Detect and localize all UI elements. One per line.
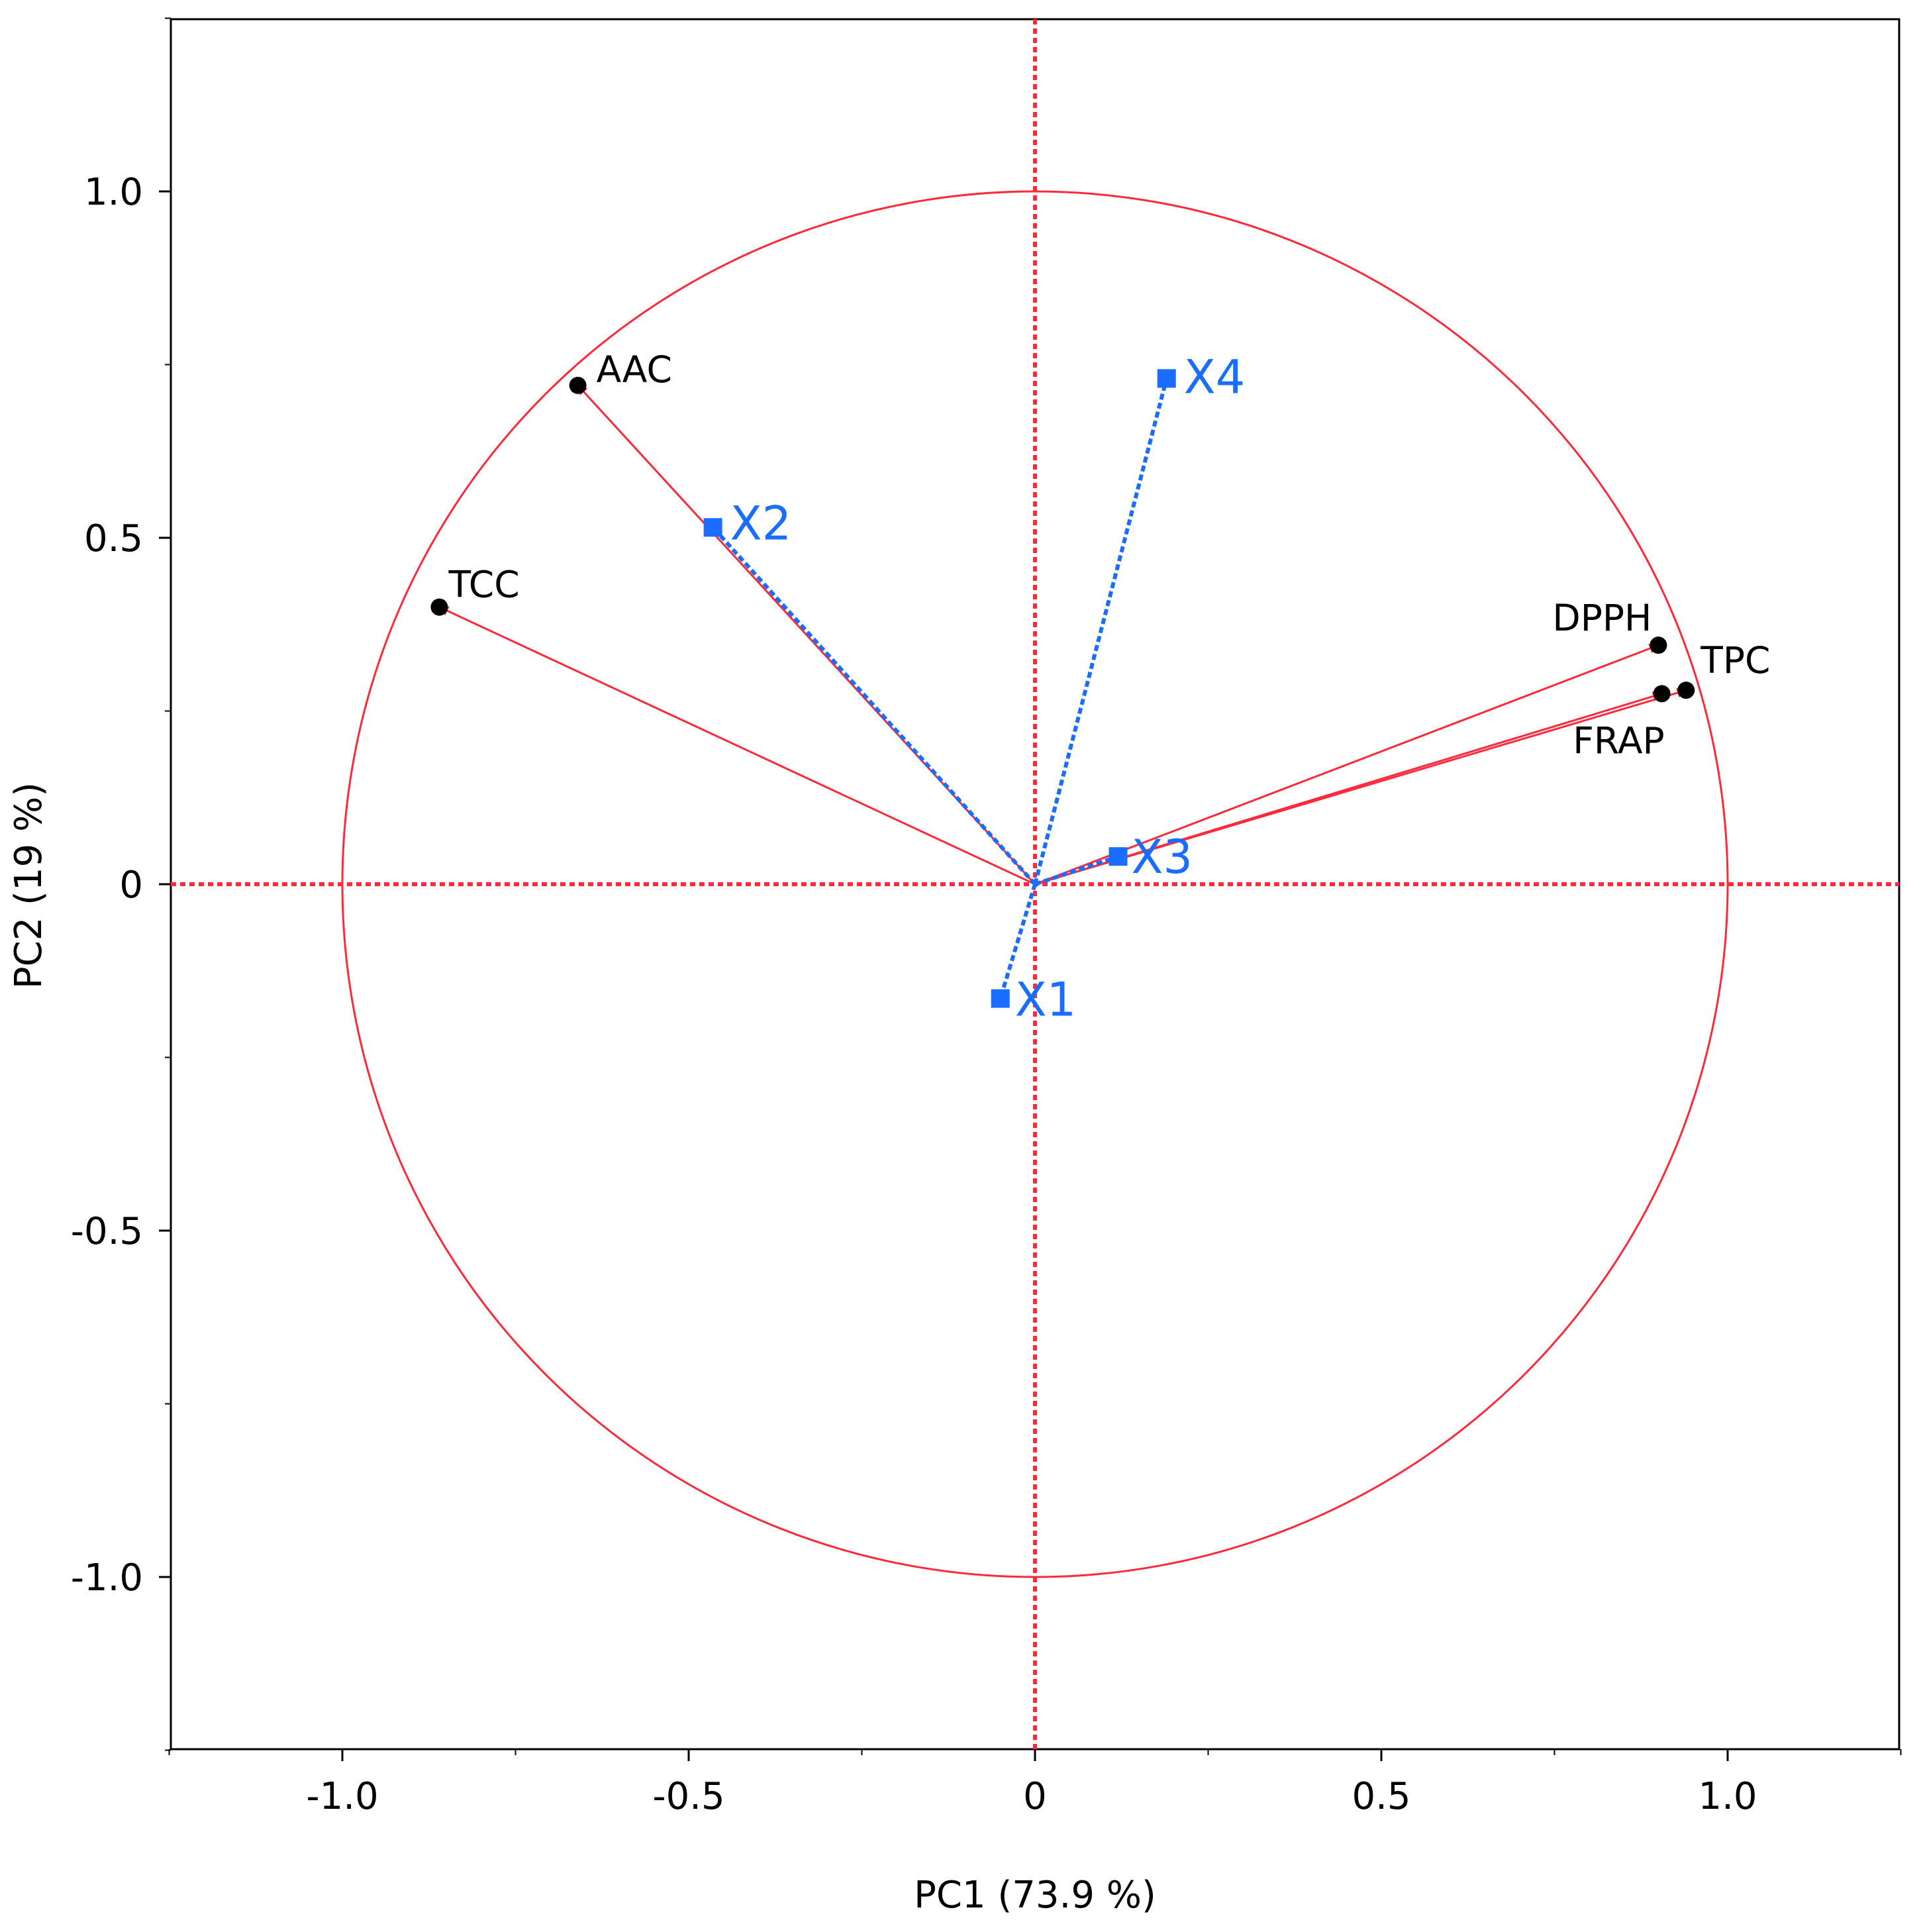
point-dpph bbox=[1650, 636, 1667, 654]
point-tpc bbox=[1677, 682, 1695, 699]
y-tick-label: 0.5 bbox=[84, 517, 143, 560]
vector-aac bbox=[577, 384, 1036, 886]
label-x1: X1 bbox=[1015, 973, 1077, 1027]
label-x4: X4 bbox=[1184, 350, 1246, 404]
point-x4 bbox=[1157, 369, 1176, 388]
label-tpc: TPC bbox=[1700, 639, 1770, 682]
point-tcc bbox=[430, 598, 448, 616]
vector-tcc bbox=[438, 606, 1036, 886]
y-tick-label: 1.0 bbox=[84, 171, 143, 214]
x-tick-label: 0 bbox=[1023, 1775, 1047, 1818]
x-tick-label: -0.5 bbox=[652, 1775, 724, 1818]
vector-frap bbox=[1034, 691, 1663, 886]
point-x1 bbox=[991, 989, 1010, 1008]
vector-x3 bbox=[1034, 854, 1119, 886]
x-tick-label: 1.0 bbox=[1698, 1775, 1757, 1818]
x-axis-title: PC1 (73.9 %) bbox=[914, 1874, 1156, 1917]
label-frap: FRAP bbox=[1573, 719, 1664, 762]
y-tick-label: -0.5 bbox=[71, 1210, 143, 1253]
y-tick-label: 0 bbox=[119, 864, 143, 907]
label-aac: AAC bbox=[597, 348, 672, 391]
label-x3: X3 bbox=[1132, 830, 1193, 884]
vector-x2 bbox=[711, 526, 1037, 886]
point-frap bbox=[1653, 685, 1671, 703]
vector-dpph bbox=[1034, 643, 1659, 886]
point-aac bbox=[569, 376, 587, 394]
vector-x1 bbox=[998, 884, 1037, 999]
y-tick-label: -1.0 bbox=[71, 1556, 143, 1600]
point-x2 bbox=[703, 518, 722, 537]
vector-x4 bbox=[1033, 378, 1169, 885]
label-dpph: DPPH bbox=[1552, 597, 1652, 639]
x-tick-label: -1.0 bbox=[306, 1775, 378, 1818]
label-tcc: TCC bbox=[448, 564, 519, 606]
point-x3 bbox=[1109, 847, 1128, 866]
y-axis-title: PC2 (19 %) bbox=[7, 782, 50, 989]
x-tick-label: 0.5 bbox=[1352, 1775, 1410, 1818]
label-x2: X2 bbox=[730, 496, 792, 550]
